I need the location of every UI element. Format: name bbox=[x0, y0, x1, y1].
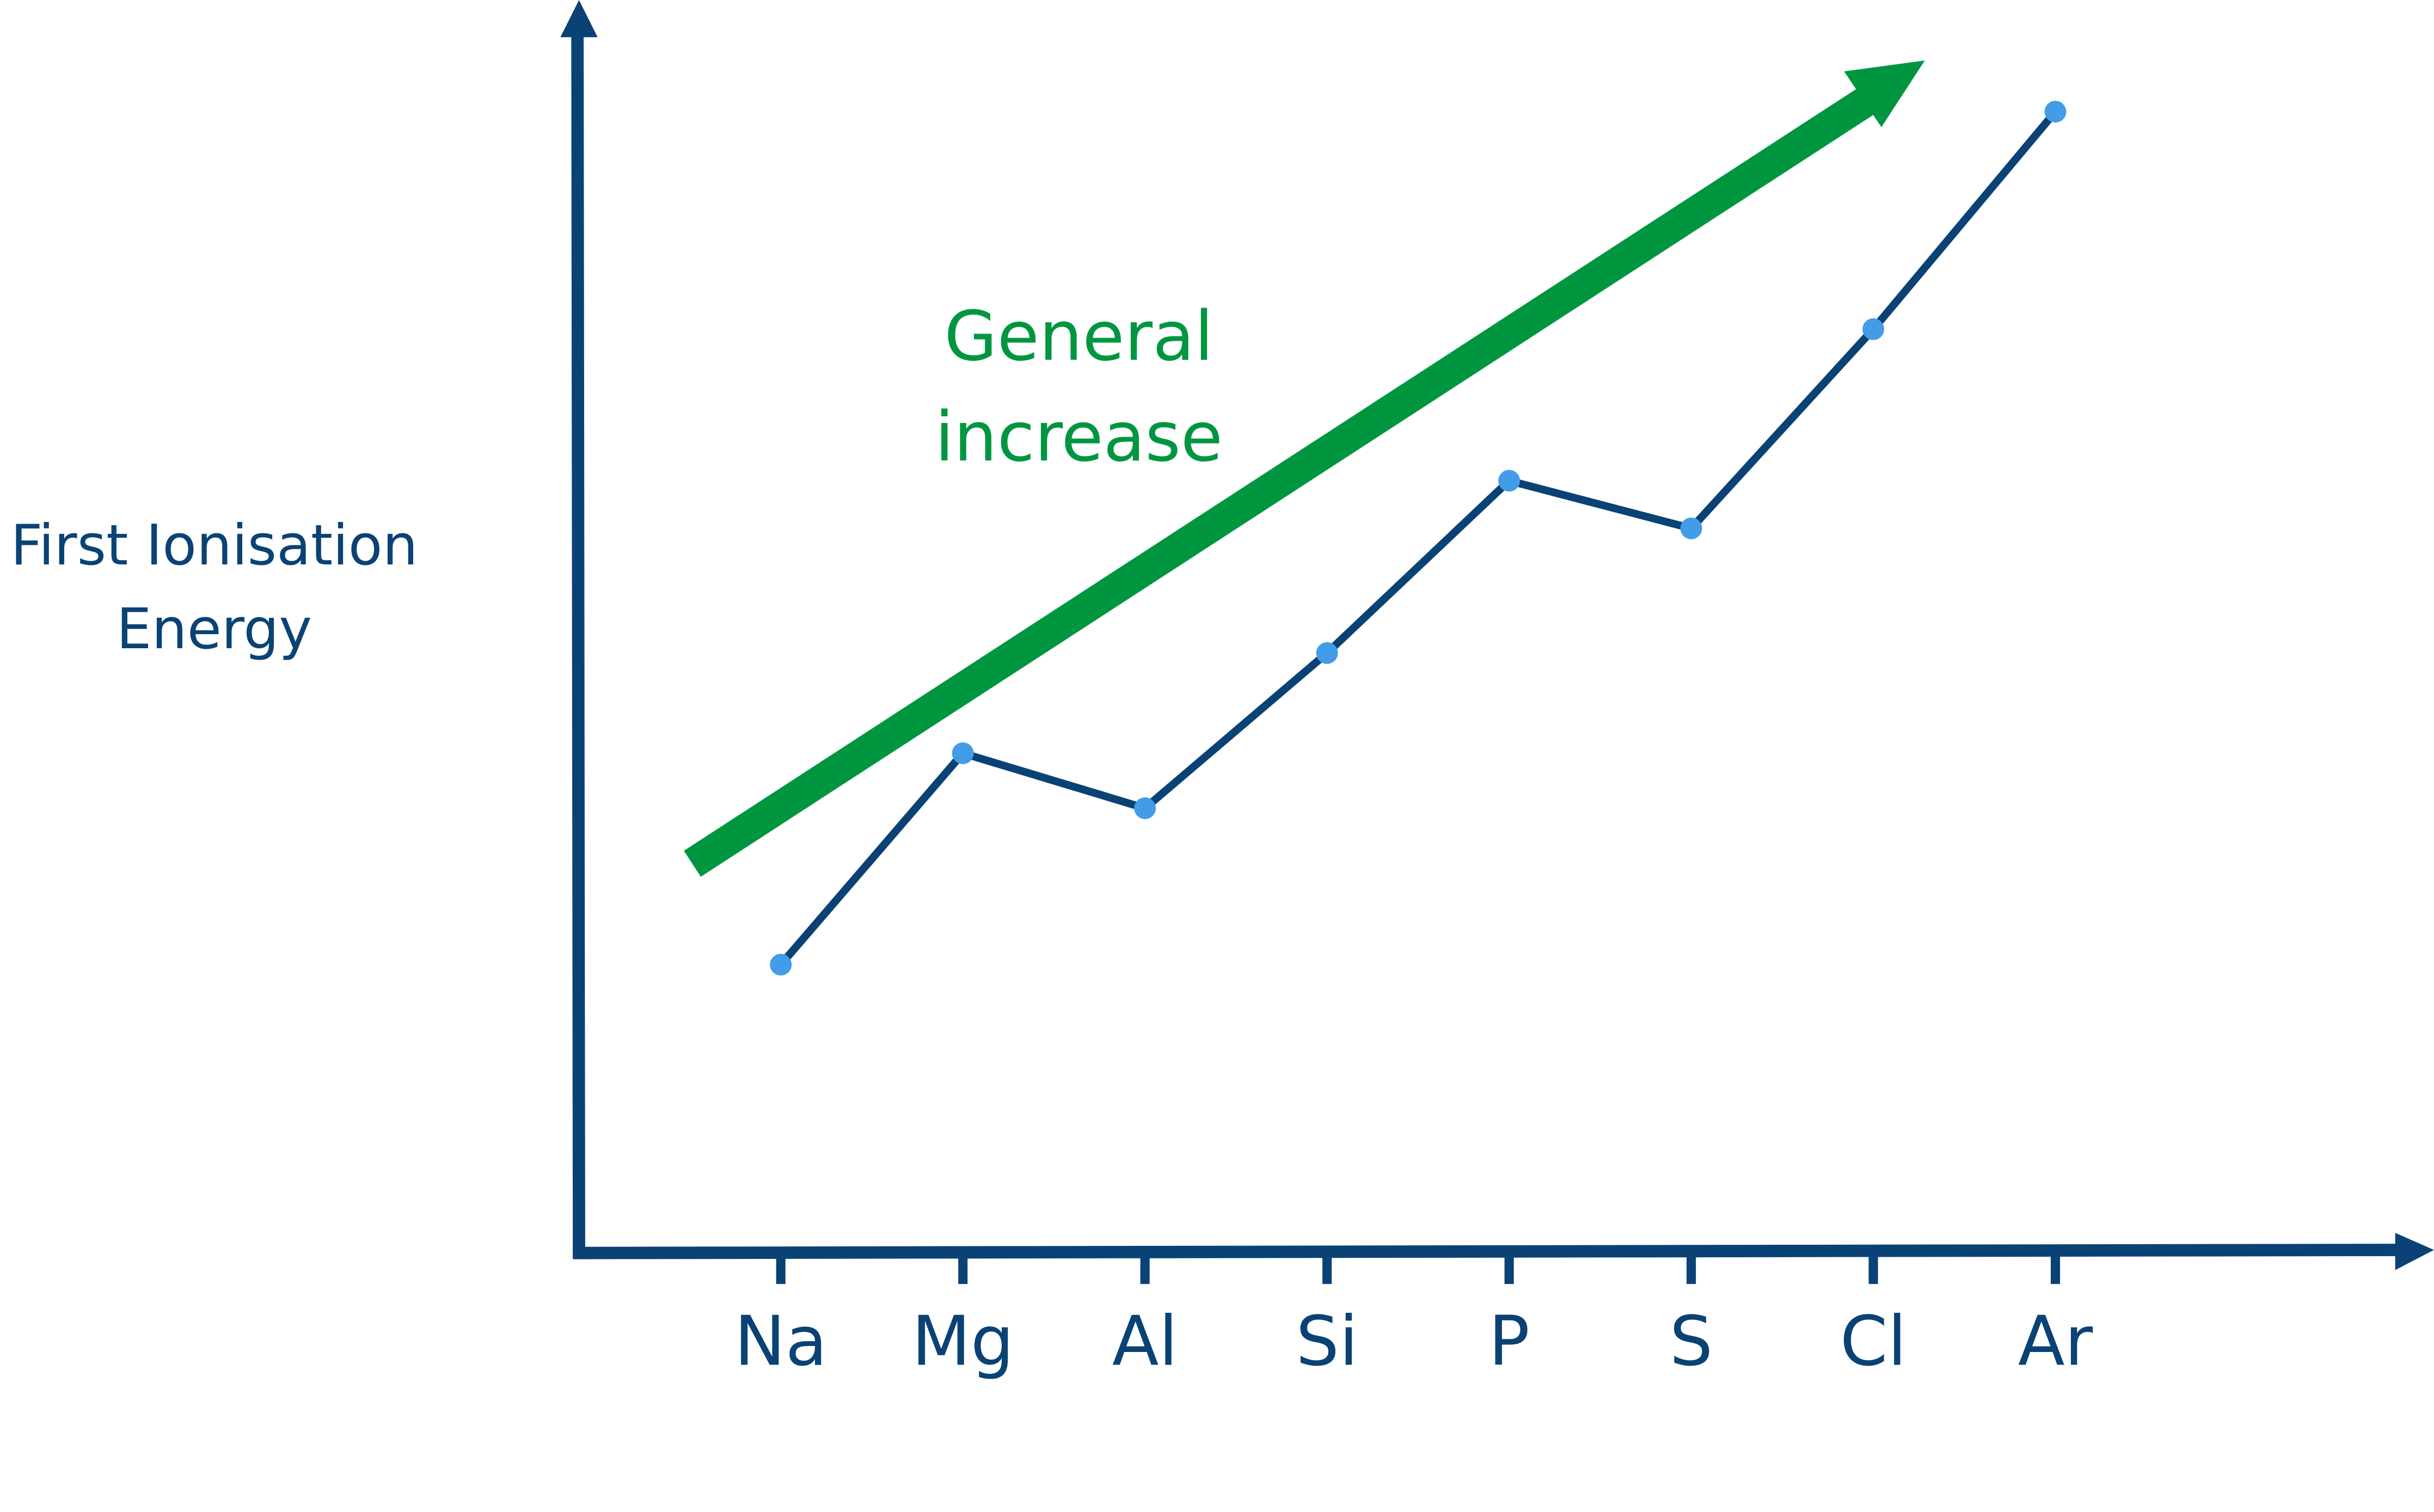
y-axis-label-line-2: Energy bbox=[117, 597, 312, 662]
x-tick-label-p: P bbox=[1488, 1301, 1530, 1381]
annotation-line-2: increase bbox=[935, 397, 1223, 477]
general-increase-arrow bbox=[684, 60, 1925, 877]
data-point-ar bbox=[2044, 101, 2067, 123]
axes bbox=[560, 0, 2434, 1270]
data-point-si bbox=[1316, 642, 1338, 664]
x-axis bbox=[573, 1244, 2403, 1259]
data-point-na bbox=[770, 954, 792, 976]
data-point-al bbox=[1134, 797, 1156, 819]
trend-arrow-shaft bbox=[684, 86, 1878, 877]
trend-arrow-head bbox=[1844, 60, 1925, 127]
x-tick-label-s: S bbox=[1670, 1301, 1713, 1381]
x-tick-label-al: Al bbox=[1112, 1301, 1178, 1381]
x-tick-label-na: Na bbox=[734, 1301, 827, 1381]
x-tick-label-cl: Cl bbox=[1840, 1301, 1906, 1381]
data-point-mg bbox=[952, 742, 974, 764]
x-tick-label-ar: Ar bbox=[2018, 1301, 2093, 1381]
y-axis-arrow bbox=[560, 0, 598, 38]
x-axis-arrow bbox=[2395, 1233, 2434, 1270]
series-line bbox=[777, 109, 2059, 967]
y-axis-label-line-1: First Ionisation bbox=[10, 513, 418, 578]
annotation-line-1: General bbox=[945, 297, 1213, 376]
x-tick-label-mg: Mg bbox=[912, 1301, 1014, 1381]
data-point-p bbox=[1498, 470, 1521, 492]
data-point-cl bbox=[1862, 318, 1885, 340]
data-point-s bbox=[1680, 517, 1702, 539]
y-axis bbox=[571, 28, 585, 1253]
x-tick-label-si: Si bbox=[1296, 1301, 1358, 1381]
